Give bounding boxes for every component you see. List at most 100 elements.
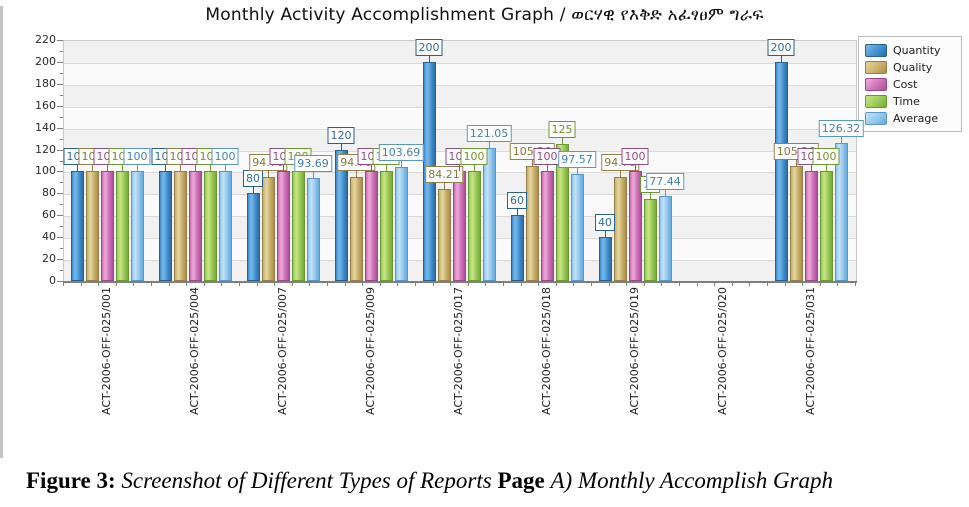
x-axis-minor-tick xyxy=(203,283,205,286)
y-axis-minor-tick xyxy=(60,182,63,184)
x-axis-minor-tick xyxy=(467,283,469,286)
legend-label: Time xyxy=(893,95,920,108)
bar-average xyxy=(218,171,232,281)
bar-value-label: 126.32 xyxy=(818,119,864,137)
bar-label-stem xyxy=(283,165,284,172)
legend-swatch-quantity xyxy=(865,44,887,57)
bar-label-stem xyxy=(210,165,211,172)
y-axis-major-tick xyxy=(57,61,63,63)
y-axis-tick-label: 100 xyxy=(35,164,56,178)
y-axis-minor-tick xyxy=(60,116,63,118)
x-axis-category-label: ACT-2006-OFF-025/004 xyxy=(188,287,201,415)
x-axis-category-label: ACT-2006-OFF-025/019 xyxy=(628,287,641,415)
bar-cost xyxy=(276,171,290,281)
bar-cost xyxy=(364,171,378,281)
bar-average xyxy=(658,196,672,281)
bar-value-label: 84.21 xyxy=(425,165,463,183)
bar-label-stem xyxy=(620,171,621,178)
x-axis-minor-tick xyxy=(432,283,434,286)
bar-label-stem xyxy=(137,165,138,172)
x-axis-minor-tick xyxy=(133,283,135,286)
caption-segment: Page xyxy=(497,468,551,493)
bar-value-label: 121.05 xyxy=(466,125,512,143)
x-axis-minor-tick xyxy=(309,283,311,286)
y-axis-major-tick xyxy=(57,259,63,261)
bar-label-stem xyxy=(356,171,357,178)
caption-segment: Figure 3: xyxy=(26,468,122,493)
x-axis-minor-tick xyxy=(168,283,170,286)
bar-label-stem xyxy=(796,159,797,166)
bar-label-stem xyxy=(180,165,181,172)
x-axis-category-label: ACT-2006-OFF-025/017 xyxy=(452,287,465,415)
bar-label-stem xyxy=(253,187,254,194)
gridline xyxy=(64,84,856,86)
bar-value-label: 60 xyxy=(507,192,527,210)
bar-time xyxy=(379,171,393,281)
gridline xyxy=(64,128,856,130)
bar-time xyxy=(819,171,833,281)
x-axis-minor-tick xyxy=(661,283,663,286)
bar-cost xyxy=(628,171,642,281)
figure-caption: Figure 3: Screenshot of Different Types … xyxy=(26,468,956,494)
y-axis-tick-label: 180 xyxy=(35,76,56,90)
x-axis-minor-tick xyxy=(626,283,628,286)
x-axis-minor-tick xyxy=(291,283,293,286)
bar-time xyxy=(555,144,569,281)
bar-average xyxy=(306,178,320,281)
bar-time xyxy=(115,171,129,281)
y-axis-major-tick xyxy=(57,83,63,85)
bar-quantity xyxy=(70,171,84,281)
caption-segment: A) Monthly Accomplish Graph xyxy=(550,468,834,493)
x-axis-minor-tick xyxy=(819,283,821,286)
bar-cost xyxy=(100,171,114,281)
x-axis-category-label: ACT-2006-OFF-025/020 xyxy=(716,287,729,415)
legend-label: Cost xyxy=(893,78,918,91)
bar-time xyxy=(291,171,305,281)
bar-label-stem xyxy=(562,138,563,145)
bar-label-stem xyxy=(386,165,387,172)
y-axis-tick-label: 20 xyxy=(42,252,56,266)
x-axis-minor-tick xyxy=(362,283,364,286)
bar-label-stem xyxy=(195,165,196,172)
bar-value-label: 77.44 xyxy=(646,173,684,191)
legend-item-cost: Cost xyxy=(865,76,953,93)
caption-segment: Screenshot of Different Types of Reports xyxy=(121,468,498,493)
y-axis-tick-label: 0 xyxy=(49,274,56,287)
bar-label-stem xyxy=(459,165,460,172)
bar-quality xyxy=(173,171,187,281)
legend-label: Quantity xyxy=(893,44,941,57)
bar-value-label: 40 xyxy=(595,214,615,232)
y-axis-major-tick xyxy=(57,237,63,239)
bar-label-stem xyxy=(826,165,827,172)
bar-value-label: 120 xyxy=(327,126,355,144)
bar-label-stem xyxy=(371,165,372,172)
bar-label-stem xyxy=(92,165,93,172)
x-axis-minor-tick xyxy=(450,283,452,286)
x-axis-minor-tick xyxy=(855,283,856,286)
gridline xyxy=(64,62,856,64)
bar-time xyxy=(467,171,481,281)
x-axis-minor-tick xyxy=(784,283,786,286)
chart-title: Monthly Activity Accomplishment Graph / … xyxy=(205,5,764,25)
x-axis-minor-tick xyxy=(731,283,733,286)
bar-label-stem xyxy=(341,143,342,150)
x-axis-category-label: ACT-2006-OFF-025/031 xyxy=(804,287,817,415)
x-axis-minor-tick xyxy=(538,283,540,286)
bar-quality xyxy=(349,177,363,281)
x-axis-minor-tick xyxy=(802,283,804,286)
x-axis-category-label: ACT-2006-OFF-025/001 xyxy=(100,287,113,415)
window-left-edge xyxy=(0,6,3,458)
bar-label-stem xyxy=(107,165,108,172)
bar-value-label: 100 xyxy=(123,148,151,166)
x-axis-minor-tick xyxy=(151,283,152,286)
bar-label-stem xyxy=(781,55,782,62)
bar-value-label: 93.69 xyxy=(294,155,332,173)
y-axis-tick-label: 160 xyxy=(35,98,56,112)
y-axis-minor-tick xyxy=(60,72,63,74)
x-axis-minor-tick xyxy=(239,283,240,286)
x-axis-minor-tick xyxy=(344,283,346,286)
y-axis-major-tick xyxy=(57,281,63,282)
x-axis-minor-tick xyxy=(485,283,487,286)
legend-item-time: Time xyxy=(865,93,953,110)
legend-item-quality: Quality xyxy=(865,59,953,76)
